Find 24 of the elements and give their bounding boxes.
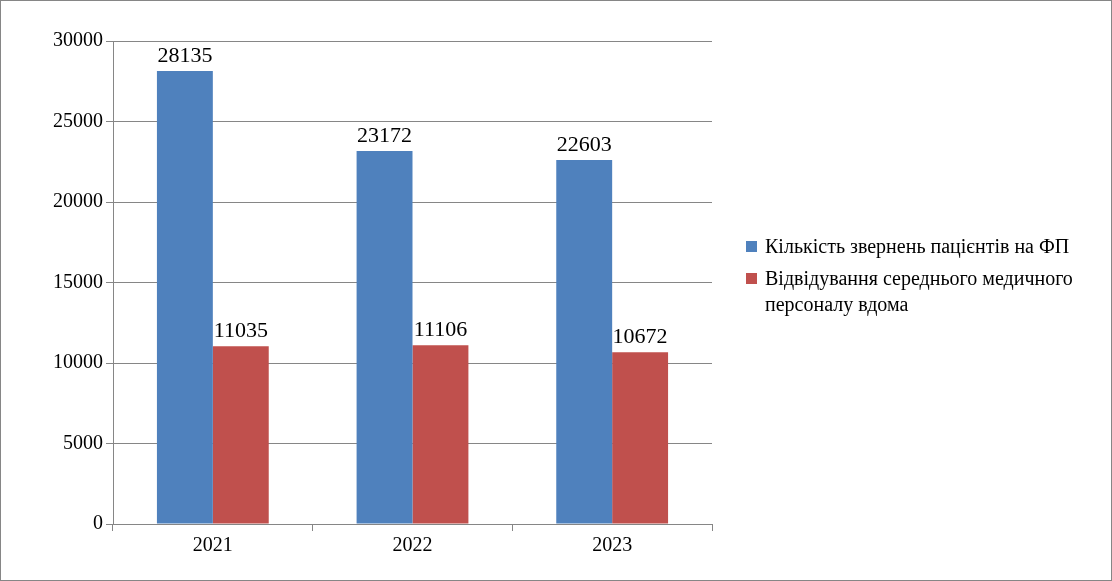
bar	[212, 346, 269, 524]
data-label: 22603	[556, 130, 612, 156]
y-tick-label: 25000	[53, 108, 103, 131]
y-tick-label: 0	[93, 511, 103, 534]
data-label: 11035	[213, 317, 268, 343]
data-label: 23172	[357, 121, 413, 147]
x-tick-label: 2021	[192, 533, 233, 556]
data-label: 11106	[413, 315, 468, 341]
bar	[412, 345, 469, 524]
y-tick-label: 30000	[53, 28, 103, 51]
y-tick-label: 10000	[53, 350, 103, 373]
x-tick-label: 2023	[592, 533, 633, 556]
bar	[356, 150, 413, 524]
bar	[156, 71, 213, 524]
legend-label: Відвідування середнього медичного персоналу вдома	[765, 266, 1074, 317]
y-tick-label: 20000	[53, 189, 103, 212]
y-tick-label: 5000	[63, 430, 103, 453]
x-tick-label: 2022	[392, 533, 433, 556]
bar	[556, 160, 613, 524]
data-label: 10672	[612, 322, 668, 348]
bar	[612, 352, 669, 524]
legend-label: Кількість звернень пацієнтів на ФП	[765, 234, 1070, 259]
data-label: 28135	[157, 41, 213, 67]
y-tick-label: 15000	[53, 269, 103, 292]
